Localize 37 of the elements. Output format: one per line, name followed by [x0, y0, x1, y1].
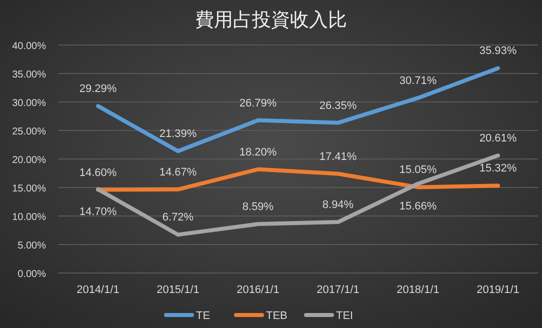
- data-label: 14.60%: [79, 166, 117, 179]
- data-label: 35.93%: [479, 45, 517, 58]
- data-label: 18.20%: [239, 146, 277, 158]
- y-tick-label: 30.00%: [12, 98, 46, 109]
- data-label: 15.32%: [479, 162, 517, 175]
- data-label: 21.39%: [159, 128, 197, 140]
- data-label: 20.61%: [479, 132, 517, 145]
- y-tick-label: 10.00%: [12, 212, 46, 223]
- y-tick-label: 5.00%: [18, 240, 46, 252]
- y-tick-label: 25.00%: [12, 126, 46, 138]
- legend-label: TE: [196, 310, 210, 322]
- data-label: 15.05%: [399, 164, 437, 176]
- x-tick-label: 2015/1/1: [156, 284, 200, 296]
- data-label: 30.71%: [399, 74, 437, 87]
- data-label: 14.67%: [159, 166, 197, 178]
- x-tick-label: 2016/1/1: [236, 284, 280, 296]
- y-tick-label: 0.00%: [18, 269, 46, 280]
- data-label: 6.72%: [162, 212, 194, 224]
- data-label: 29.29%: [79, 83, 117, 96]
- x-tick-label: 2017/1/1: [316, 284, 360, 296]
- y-tick-label: 35.00%: [12, 70, 46, 80]
- x-tick-label: 2019/1/1: [476, 284, 520, 296]
- data-label: 26.35%: [319, 100, 357, 112]
- data-label: 17.41%: [319, 150, 357, 163]
- data-label: 15.66%: [399, 200, 437, 213]
- y-tick-label: 20.00%: [12, 155, 46, 166]
- x-tick-label: 2018/1/1: [396, 284, 440, 296]
- data-label: 14.70%: [79, 206, 117, 218]
- y-tick-label: 40.00%: [12, 41, 46, 52]
- legend-label: TEI: [336, 310, 354, 322]
- x-tick-label: 2014/1/1: [76, 284, 120, 296]
- data-label: 8.59%: [242, 201, 274, 214]
- legend-label: TEB: [266, 310, 288, 322]
- y-tick-label: 15.00%: [12, 184, 46, 194]
- data-label: 8.94%: [322, 199, 354, 212]
- data-label: 26.79%: [239, 97, 277, 110]
- chart-title: 費用占投資收入比: [195, 9, 347, 31]
